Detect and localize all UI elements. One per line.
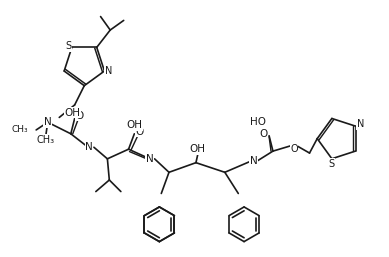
- Text: S: S: [329, 159, 335, 169]
- Text: OH: OH: [65, 108, 81, 118]
- Text: HO: HO: [250, 117, 266, 127]
- Text: N: N: [146, 154, 154, 164]
- Text: CH₃: CH₃: [12, 125, 28, 134]
- Text: OH: OH: [126, 120, 142, 130]
- Text: N: N: [357, 119, 364, 129]
- Text: N: N: [105, 66, 112, 76]
- Text: N: N: [85, 142, 93, 152]
- Text: O: O: [259, 129, 268, 139]
- Text: O: O: [75, 111, 84, 121]
- Text: N: N: [44, 117, 52, 127]
- Text: N: N: [250, 156, 258, 166]
- Text: O: O: [135, 127, 143, 137]
- Text: O: O: [290, 144, 298, 154]
- Text: OH: OH: [190, 144, 206, 154]
- Text: CH₃: CH₃: [37, 135, 55, 145]
- Text: S: S: [65, 41, 71, 51]
